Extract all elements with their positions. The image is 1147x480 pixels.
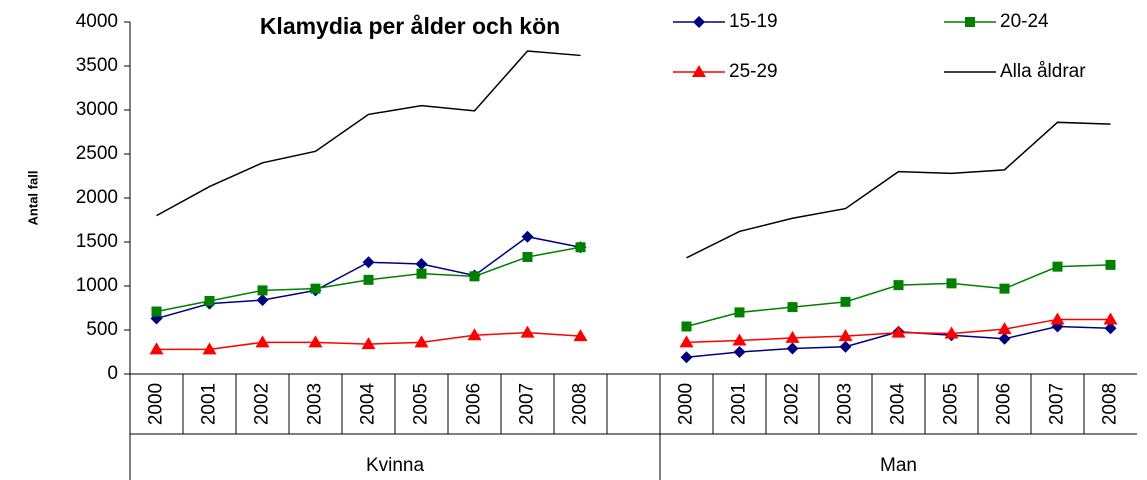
- marker: [521, 230, 534, 243]
- x-tick-label: 2006: [464, 383, 485, 425]
- x-tick-label: 2002: [252, 383, 273, 425]
- y-tick-label: 500: [86, 319, 118, 340]
- marker: [522, 251, 533, 262]
- marker: [840, 296, 851, 307]
- marker: [573, 329, 588, 342]
- legend-label: 25-29: [729, 61, 778, 82]
- x-tick-label: 2007: [1047, 383, 1068, 425]
- marker: [999, 283, 1010, 294]
- x-tick-label: 2002: [782, 383, 803, 425]
- y-tick-label: 1000: [76, 275, 118, 296]
- marker: [362, 256, 375, 269]
- marker: [361, 337, 376, 350]
- marker: [149, 342, 164, 355]
- marker: [202, 342, 217, 355]
- x-tick-label: 2004: [888, 382, 909, 425]
- y-tick-label: 1500: [76, 231, 118, 252]
- y-tick-label: 3500: [76, 55, 118, 76]
- marker: [785, 330, 800, 343]
- x-tick-label: 2001: [729, 383, 750, 425]
- marker: [838, 329, 853, 342]
- marker: [893, 280, 904, 291]
- series-line: [156, 246, 1111, 328]
- marker: [308, 335, 323, 348]
- group-label: Kvinna: [366, 455, 425, 476]
- marker: [1105, 259, 1116, 270]
- x-tick-label: 2006: [994, 383, 1015, 425]
- x-tick-label: 2003: [305, 383, 326, 425]
- x-tick-label: 2007: [517, 383, 538, 425]
- y-tick-label: 4000: [76, 11, 118, 32]
- marker: [733, 346, 746, 358]
- y-tick-label: 0: [107, 363, 118, 384]
- marker: [734, 307, 745, 318]
- marker: [151, 306, 162, 317]
- marker: [1050, 312, 1065, 325]
- marker: [575, 242, 586, 253]
- y-tick-label: 2500: [76, 143, 118, 164]
- marker: [310, 283, 321, 294]
- marker: [467, 328, 482, 341]
- marker: [732, 333, 747, 346]
- marker: [787, 302, 798, 313]
- x-tick-label: 2000: [676, 383, 697, 425]
- group-label: Man: [880, 455, 917, 476]
- x-tick-label: 2005: [941, 383, 962, 425]
- marker: [1104, 322, 1117, 335]
- x-tick-label: 2001: [199, 383, 220, 425]
- series-line: [156, 50, 1111, 259]
- y-tick-label: 3000: [76, 99, 118, 120]
- marker: [693, 16, 705, 28]
- marker: [363, 274, 374, 285]
- marker: [414, 335, 429, 348]
- x-tick-label: 2008: [570, 383, 591, 425]
- marker: [255, 335, 270, 348]
- marker: [680, 351, 693, 364]
- marker: [891, 325, 906, 338]
- marker: [415, 258, 428, 270]
- x-tick-label: 2008: [1100, 383, 1121, 425]
- x-tick-label: 2000: [146, 383, 167, 425]
- marker: [946, 278, 957, 289]
- x-tick-label: 2003: [835, 383, 856, 425]
- x-tick-label: 2005: [411, 383, 432, 425]
- marker: [1052, 261, 1063, 272]
- series-line: [156, 235, 1111, 359]
- marker: [257, 285, 268, 296]
- marker: [520, 325, 535, 338]
- marker: [786, 342, 799, 355]
- y-axis-label: Antal fall: [25, 171, 40, 226]
- marker: [681, 321, 692, 332]
- chart-title: Klamydia per ålder och kön: [260, 13, 560, 39]
- marker: [469, 271, 480, 282]
- marker: [839, 340, 852, 353]
- marker: [998, 332, 1011, 345]
- legend-label: 15-19: [729, 11, 778, 32]
- x-tick-label: 2004: [358, 382, 379, 425]
- marker: [997, 322, 1012, 335]
- legend-label: 20-24: [1000, 11, 1049, 32]
- legend-label: Alla åldrar: [1000, 61, 1086, 82]
- series-line: [156, 318, 1111, 351]
- marker: [1103, 312, 1118, 325]
- marker: [256, 294, 269, 307]
- marker: [692, 65, 706, 77]
- y-tick-label: 2000: [76, 187, 118, 208]
- marker: [204, 295, 215, 306]
- marker: [416, 268, 427, 279]
- marker: [679, 335, 694, 348]
- marker: [965, 17, 975, 27]
- marker: [944, 326, 959, 339]
